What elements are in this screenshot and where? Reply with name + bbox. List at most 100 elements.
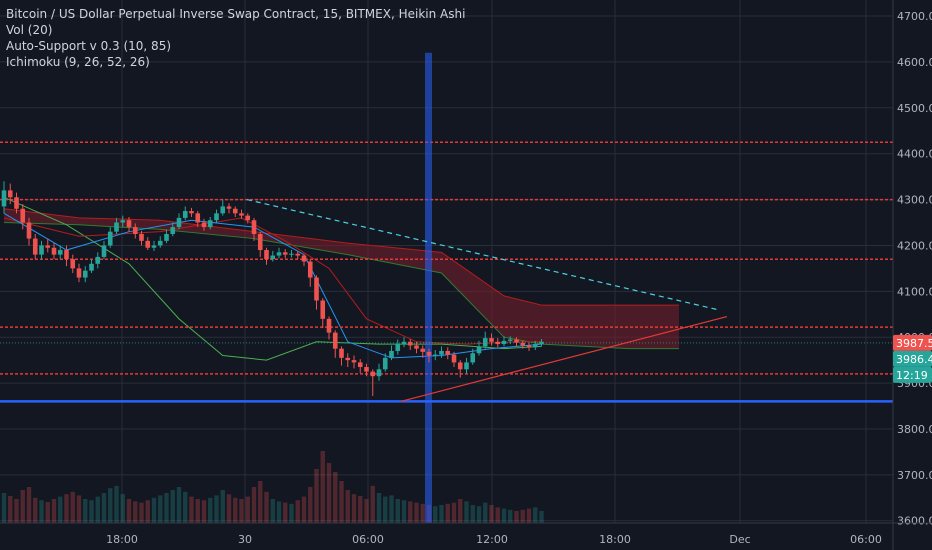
candle-body bbox=[526, 345, 532, 348]
candle-body bbox=[20, 208, 26, 223]
time-axis: 18:00 30 06:00 12:00 18:00 Dec 06:00 bbox=[0, 522, 932, 546]
volume-bar bbox=[420, 503, 425, 523]
candle-body bbox=[282, 252, 288, 255]
volume-bar bbox=[51, 499, 57, 523]
candle-body bbox=[507, 339, 513, 341]
candle-body bbox=[57, 250, 63, 255]
candle-body bbox=[532, 344, 538, 348]
candle-body bbox=[426, 351, 432, 356]
volume-bar bbox=[358, 496, 363, 523]
volume-bar bbox=[26, 487, 32, 523]
volume-bar bbox=[476, 506, 482, 523]
y-tick-label: 4400.0 bbox=[897, 148, 932, 161]
volume-bar bbox=[220, 490, 225, 523]
legend-ichimoku[interactable]: Ichimoku (9, 26, 52, 26) bbox=[6, 55, 150, 69]
candle-body bbox=[82, 270, 88, 278]
volume-bar bbox=[526, 508, 532, 523]
volume-bar bbox=[364, 499, 369, 523]
legend-auto-support[interactable]: Auto-Support v 0.3 (10, 85) bbox=[6, 39, 172, 53]
candle-body bbox=[357, 362, 363, 368]
volume-bar bbox=[314, 469, 319, 523]
candle-body bbox=[7, 190, 13, 198]
candle-body bbox=[70, 259, 76, 269]
mark-price-tag: 3986.4 bbox=[896, 353, 932, 366]
candle-body bbox=[101, 245, 107, 257]
volume-bar bbox=[276, 501, 282, 523]
volume-bar bbox=[370, 485, 375, 523]
candle-body bbox=[376, 369, 382, 377]
candle-body bbox=[539, 341, 544, 345]
candle-body bbox=[295, 253, 301, 256]
volume-bar bbox=[95, 496, 100, 523]
candle-body bbox=[401, 341, 407, 345]
volume-bar bbox=[295, 500, 300, 523]
legend-title[interactable]: Bitcoin / US Dollar Perpetual Inverse Sw… bbox=[6, 7, 466, 21]
legend-volume[interactable]: Vol (20) bbox=[6, 23, 53, 37]
candle-body bbox=[270, 255, 276, 260]
volume-bar bbox=[339, 481, 344, 523]
volume-bar bbox=[14, 499, 19, 523]
volume-bar bbox=[195, 499, 200, 523]
volume-bar bbox=[301, 496, 307, 523]
y-tick-label: 4500.0 bbox=[897, 102, 932, 115]
x-tick-label: 18:00 bbox=[106, 533, 138, 546]
y-tick-label: 4600.0 bbox=[897, 56, 932, 69]
candle-body bbox=[501, 340, 507, 345]
volume-bar bbox=[64, 494, 69, 523]
candle-body bbox=[245, 215, 251, 221]
volume-bar bbox=[76, 495, 82, 523]
volume-bar bbox=[1, 493, 7, 523]
candle-body bbox=[382, 357, 388, 370]
candle-body bbox=[120, 220, 126, 223]
last-price-tag: 3987.5 bbox=[896, 337, 932, 350]
volume-bar bbox=[258, 481, 263, 523]
volume-bar bbox=[176, 487, 182, 523]
candle-body bbox=[451, 354, 457, 363]
volume-bar bbox=[533, 507, 538, 523]
volume-bar bbox=[20, 490, 25, 523]
x-tick-label: 12:00 bbox=[476, 533, 508, 546]
candle-body bbox=[145, 240, 151, 248]
candle-body bbox=[51, 247, 57, 255]
candles bbox=[1, 181, 544, 396]
volume-bar bbox=[101, 493, 107, 523]
volume-bar bbox=[376, 493, 382, 523]
candle-body bbox=[432, 354, 438, 356]
price-tags: 3987.5 3986.4 12:19 bbox=[893, 334, 932, 383]
volume-bar bbox=[108, 488, 113, 523]
ichimoku-cloud-area bbox=[4, 208, 679, 349]
volume-bar bbox=[439, 505, 444, 523]
cloud-upper-line bbox=[3, 208, 679, 306]
candle-body bbox=[182, 211, 188, 218]
candle-body bbox=[189, 211, 194, 214]
candle-body bbox=[264, 250, 269, 260]
volume-bar bbox=[489, 505, 494, 523]
candle-body bbox=[107, 231, 113, 246]
candle-body bbox=[232, 208, 238, 214]
volume-bar bbox=[58, 496, 63, 523]
candle-body bbox=[114, 222, 119, 232]
volume-bar bbox=[164, 493, 169, 523]
last-price-tag-bg bbox=[893, 334, 932, 351]
candle-body bbox=[301, 255, 307, 262]
volume-bar bbox=[183, 491, 188, 523]
candle-body bbox=[445, 350, 451, 355]
volume-bar bbox=[270, 499, 275, 523]
volume-bar bbox=[239, 499, 244, 523]
candle-body bbox=[214, 213, 219, 221]
volume-bars bbox=[1, 451, 544, 523]
candle-body bbox=[220, 206, 226, 214]
candle-body bbox=[407, 341, 413, 346]
candle-body bbox=[464, 362, 469, 370]
volume-bar bbox=[189, 496, 194, 523]
volume-bar bbox=[501, 508, 507, 523]
cloud-lower-line bbox=[3, 222, 679, 350]
candle-body bbox=[251, 220, 257, 234]
candle-body bbox=[39, 245, 44, 255]
candle-body bbox=[439, 350, 444, 355]
candle-body bbox=[370, 371, 376, 377]
volume-bar bbox=[145, 500, 150, 523]
candle-body bbox=[389, 350, 394, 358]
x-tick-label: 18:00 bbox=[599, 533, 631, 546]
